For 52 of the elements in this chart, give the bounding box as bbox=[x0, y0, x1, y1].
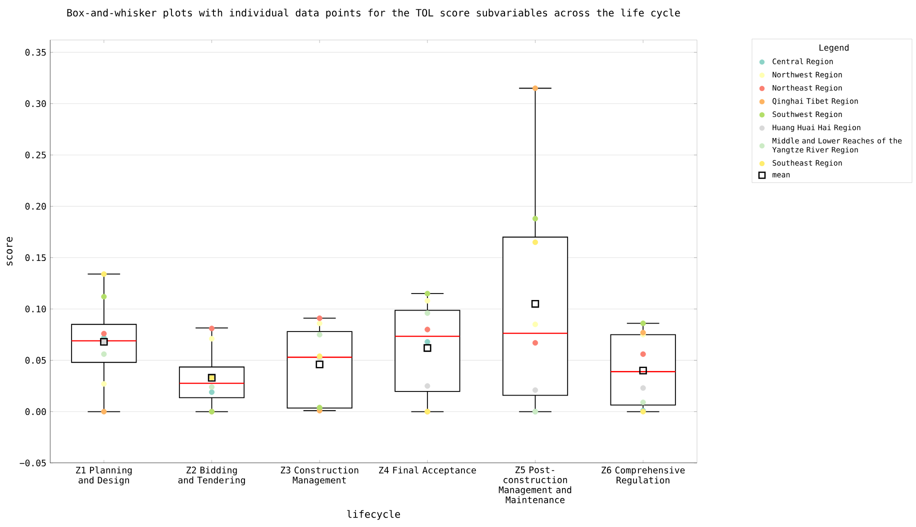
point bbox=[208, 389, 215, 395]
point bbox=[424, 383, 430, 389]
point bbox=[101, 351, 107, 357]
x-tick-label: Z5 Post-construction Management and Maintenance bbox=[498, 466, 572, 504]
point bbox=[316, 320, 322, 326]
y-axis-title: score bbox=[6, 237, 13, 266]
point bbox=[316, 360, 324, 368]
x-tick-label: Z2 Bidding and Tendering bbox=[178, 466, 245, 486]
y-tick-label: 0.15 bbox=[25, 254, 46, 262]
x-tick-label: Z1 Planning and Design bbox=[76, 466, 132, 486]
point bbox=[640, 351, 646, 357]
point bbox=[532, 85, 538, 92]
point bbox=[424, 290, 430, 296]
point bbox=[424, 339, 430, 345]
x-tick-label: Z3 Construction Management bbox=[280, 466, 358, 486]
point bbox=[424, 310, 430, 316]
point bbox=[424, 298, 430, 304]
point bbox=[532, 322, 538, 328]
point bbox=[424, 326, 430, 332]
point bbox=[208, 336, 215, 342]
point bbox=[101, 294, 107, 300]
point bbox=[424, 344, 432, 352]
point bbox=[208, 326, 215, 332]
point bbox=[316, 332, 322, 338]
point bbox=[639, 366, 647, 374]
x-tick-label: Z6 Comprehensive Regulation bbox=[602, 466, 685, 486]
y-tick-label: 0.00 bbox=[25, 408, 46, 416]
point bbox=[101, 271, 107, 277]
y-tick-label: 0.25 bbox=[25, 152, 46, 158]
point bbox=[532, 239, 538, 246]
point bbox=[101, 330, 107, 336]
point bbox=[640, 385, 646, 391]
y-tick-label: 0.20 bbox=[25, 202, 46, 210]
point bbox=[532, 340, 538, 346]
x-axis-title: lifecycle bbox=[347, 510, 400, 520]
point bbox=[316, 315, 322, 322]
y-tick-label: 0.05 bbox=[25, 356, 46, 364]
point bbox=[208, 384, 215, 390]
x-tick-label: Z4 Final Acceptance bbox=[379, 466, 476, 476]
y-tick-label: 0.10 bbox=[25, 306, 46, 312]
y-tick-label: 0.30 bbox=[25, 100, 46, 108]
point bbox=[640, 320, 646, 326]
chart-title: Box-and-whisker plots with individual data points for the TOL score subvariables across the life cycle bbox=[67, 8, 680, 18]
point bbox=[531, 300, 540, 308]
point bbox=[532, 216, 538, 222]
legend-title: Legend bbox=[820, 44, 849, 52]
y-tick-label: −0.05 bbox=[20, 460, 46, 466]
point bbox=[640, 400, 646, 406]
point bbox=[532, 387, 538, 393]
y-tick-label: 0.35 bbox=[25, 48, 46, 56]
point bbox=[101, 408, 107, 414]
point bbox=[101, 381, 107, 387]
